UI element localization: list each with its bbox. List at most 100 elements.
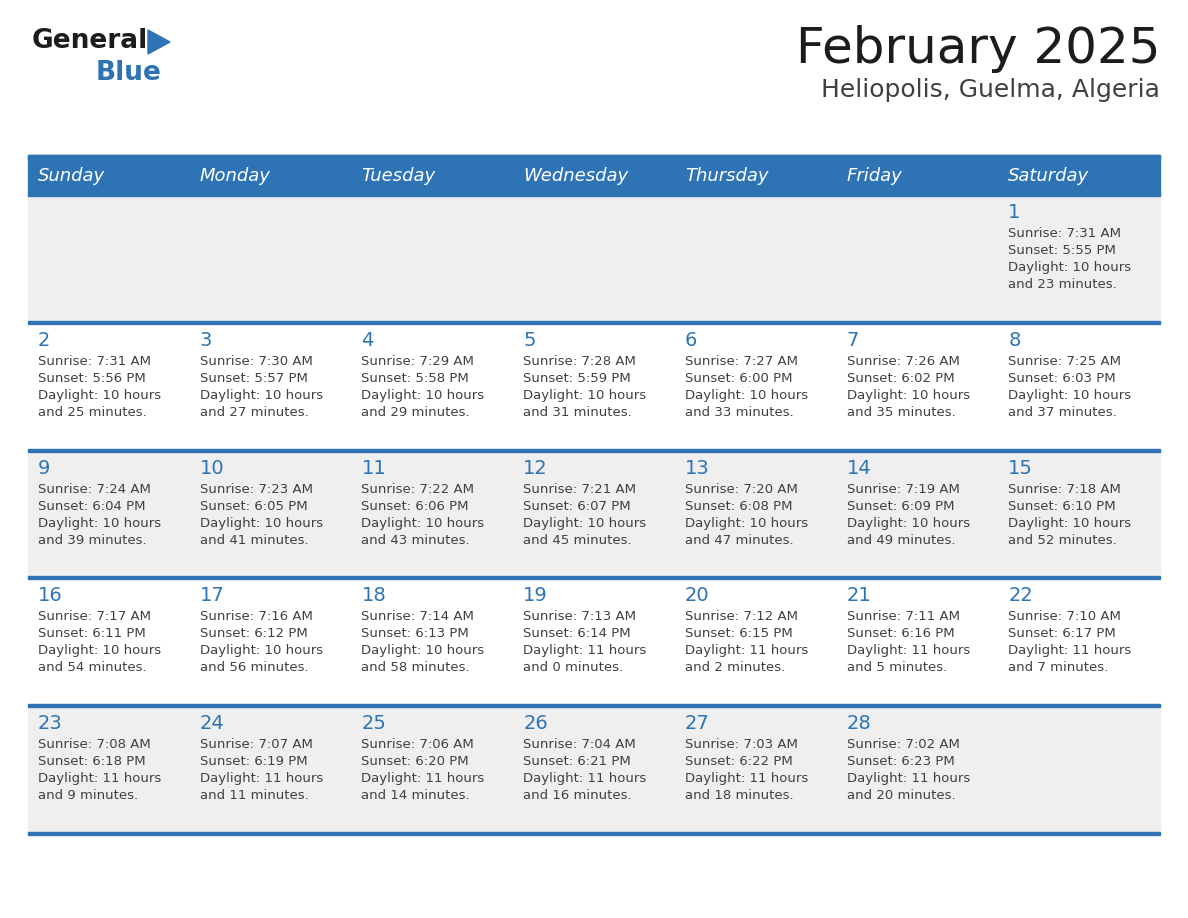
Text: 12: 12	[523, 459, 548, 477]
Bar	[675, 193, 836, 320]
Bar	[29, 193, 1159, 196]
Bar	[190, 155, 352, 193]
Text: Sunset: 5:59 PM: Sunset: 5:59 PM	[523, 372, 631, 385]
Text: Daylight: 11 hours: Daylight: 11 hours	[684, 772, 808, 785]
Bar	[513, 704, 675, 832]
Text: Sunrise: 7:03 AM: Sunrise: 7:03 AM	[684, 738, 797, 751]
Text: Daylight: 10 hours: Daylight: 10 hours	[38, 389, 162, 402]
Text: February 2025: February 2025	[796, 25, 1159, 73]
Text: and 47 minutes.: and 47 minutes.	[684, 533, 794, 546]
Text: Sunrise: 7:19 AM: Sunrise: 7:19 AM	[847, 483, 960, 496]
Text: Sunset: 6:16 PM: Sunset: 6:16 PM	[847, 627, 954, 641]
Text: Sunrise: 7:14 AM: Sunrise: 7:14 AM	[361, 610, 474, 623]
Text: Sunset: 6:14 PM: Sunset: 6:14 PM	[523, 627, 631, 641]
Bar	[675, 704, 836, 832]
Text: Daylight: 10 hours: Daylight: 10 hours	[1009, 389, 1131, 402]
Text: and 23 minutes.: and 23 minutes.	[1009, 278, 1117, 291]
Text: and 0 minutes.: and 0 minutes.	[523, 661, 624, 675]
Text: Daylight: 10 hours: Daylight: 10 hours	[361, 517, 485, 530]
Text: Sunset: 6:21 PM: Sunset: 6:21 PM	[523, 756, 631, 768]
Text: 2: 2	[38, 330, 50, 350]
Bar	[29, 577, 1159, 579]
Text: Sunset: 6:02 PM: Sunset: 6:02 PM	[847, 372, 954, 385]
Text: 25: 25	[361, 714, 386, 733]
Bar	[675, 449, 836, 577]
Text: and 20 minutes.: and 20 minutes.	[847, 789, 955, 802]
Text: Daylight: 10 hours: Daylight: 10 hours	[1009, 517, 1131, 530]
Text: 1: 1	[1009, 203, 1020, 222]
Bar	[29, 449, 1159, 452]
Text: Sunset: 6:06 PM: Sunset: 6:06 PM	[361, 499, 469, 512]
Text: and 39 minutes.: and 39 minutes.	[38, 533, 146, 546]
Text: Sunrise: 7:28 AM: Sunrise: 7:28 AM	[523, 354, 636, 368]
Text: Sunset: 6:08 PM: Sunset: 6:08 PM	[684, 499, 792, 512]
Text: Sunset: 5:57 PM: Sunset: 5:57 PM	[200, 372, 308, 385]
Bar	[29, 577, 190, 704]
Text: Sunrise: 7:17 AM: Sunrise: 7:17 AM	[38, 610, 151, 623]
Text: Daylight: 11 hours: Daylight: 11 hours	[1009, 644, 1131, 657]
Text: Thursday: Thursday	[684, 167, 769, 185]
Text: and 54 minutes.: and 54 minutes.	[38, 661, 146, 675]
Text: and 37 minutes.: and 37 minutes.	[1009, 406, 1117, 419]
Bar	[513, 449, 675, 577]
Text: Sunrise: 7:31 AM: Sunrise: 7:31 AM	[1009, 227, 1121, 240]
Text: Sunrise: 7:18 AM: Sunrise: 7:18 AM	[1009, 483, 1121, 496]
Bar	[190, 704, 352, 832]
Text: Daylight: 10 hours: Daylight: 10 hours	[847, 389, 969, 402]
Text: Sunset: 6:05 PM: Sunset: 6:05 PM	[200, 499, 308, 512]
Text: Sunrise: 7:11 AM: Sunrise: 7:11 AM	[847, 610, 960, 623]
Bar	[29, 155, 1159, 159]
Bar	[29, 320, 190, 449]
Text: 18: 18	[361, 587, 386, 605]
Text: Sunset: 5:58 PM: Sunset: 5:58 PM	[361, 372, 469, 385]
Text: Sunset: 5:56 PM: Sunset: 5:56 PM	[38, 372, 146, 385]
Text: and 33 minutes.: and 33 minutes.	[684, 406, 794, 419]
Text: Sunset: 6:10 PM: Sunset: 6:10 PM	[1009, 499, 1116, 512]
Text: and 43 minutes.: and 43 minutes.	[361, 533, 470, 546]
Text: 24: 24	[200, 714, 225, 733]
Text: Sunrise: 7:25 AM: Sunrise: 7:25 AM	[1009, 354, 1121, 368]
Text: 11: 11	[361, 459, 386, 477]
Text: Sunset: 6:23 PM: Sunset: 6:23 PM	[847, 756, 954, 768]
Text: and 35 minutes.: and 35 minutes.	[847, 406, 955, 419]
Text: and 5 minutes.: and 5 minutes.	[847, 661, 947, 675]
Text: and 52 minutes.: and 52 minutes.	[1009, 533, 1117, 546]
Text: Sunrise: 7:21 AM: Sunrise: 7:21 AM	[523, 483, 636, 496]
Text: Daylight: 10 hours: Daylight: 10 hours	[523, 517, 646, 530]
Text: Sunset: 6:09 PM: Sunset: 6:09 PM	[847, 499, 954, 512]
Text: Daylight: 11 hours: Daylight: 11 hours	[361, 772, 485, 785]
Text: Sunrise: 7:29 AM: Sunrise: 7:29 AM	[361, 354, 474, 368]
Text: Sunrise: 7:02 AM: Sunrise: 7:02 AM	[847, 738, 960, 751]
Bar	[29, 155, 190, 193]
Text: Sunset: 6:15 PM: Sunset: 6:15 PM	[684, 627, 792, 641]
Text: Monday: Monday	[200, 167, 271, 185]
Text: 13: 13	[684, 459, 709, 477]
Text: Daylight: 10 hours: Daylight: 10 hours	[200, 644, 323, 657]
Bar	[836, 577, 998, 704]
Text: Sunset: 6:18 PM: Sunset: 6:18 PM	[38, 756, 146, 768]
Bar	[998, 193, 1159, 320]
Text: Daylight: 10 hours: Daylight: 10 hours	[684, 517, 808, 530]
Text: Daylight: 10 hours: Daylight: 10 hours	[38, 517, 162, 530]
Text: Sunrise: 7:27 AM: Sunrise: 7:27 AM	[684, 354, 798, 368]
Text: Sunrise: 7:16 AM: Sunrise: 7:16 AM	[200, 610, 312, 623]
Text: and 45 minutes.: and 45 minutes.	[523, 533, 632, 546]
Text: Sunrise: 7:22 AM: Sunrise: 7:22 AM	[361, 483, 474, 496]
Text: 10: 10	[200, 459, 225, 477]
Text: Daylight: 11 hours: Daylight: 11 hours	[523, 644, 646, 657]
Text: Sunrise: 7:04 AM: Sunrise: 7:04 AM	[523, 738, 636, 751]
Text: Daylight: 11 hours: Daylight: 11 hours	[684, 644, 808, 657]
Text: and 14 minutes.: and 14 minutes.	[361, 789, 470, 802]
Text: 16: 16	[38, 587, 63, 605]
Bar	[836, 449, 998, 577]
Text: 3: 3	[200, 330, 213, 350]
Text: Daylight: 10 hours: Daylight: 10 hours	[684, 389, 808, 402]
Text: and 41 minutes.: and 41 minutes.	[200, 533, 309, 546]
Text: Sunrise: 7:30 AM: Sunrise: 7:30 AM	[200, 354, 312, 368]
Bar	[352, 449, 513, 577]
Text: Heliopolis, Guelma, Algeria: Heliopolis, Guelma, Algeria	[821, 78, 1159, 102]
Text: 26: 26	[523, 714, 548, 733]
Text: Sunday: Sunday	[38, 167, 105, 185]
Text: 19: 19	[523, 587, 548, 605]
Text: 5: 5	[523, 330, 536, 350]
